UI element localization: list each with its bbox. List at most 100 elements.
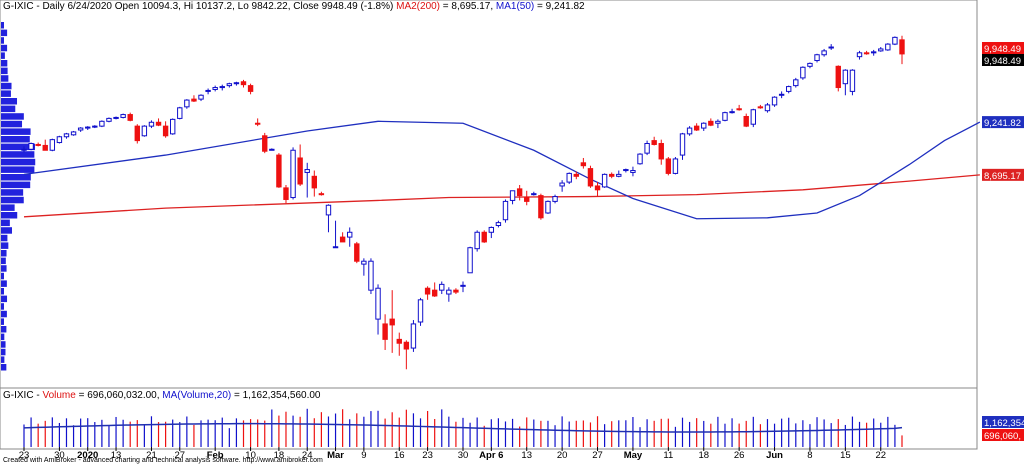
candle-body [276, 154, 282, 188]
profile-bar [1, 158, 36, 166]
candle-body [778, 93, 785, 96]
profile-bar [1, 98, 18, 105]
profile-bar [1, 44, 8, 52]
candle-body [290, 149, 296, 199]
ma200-tag: 8,695.17 [982, 168, 1024, 182]
candle-body [262, 135, 268, 152]
open: Open 10094.3, [114, 1, 181, 12]
candle-body [828, 46, 834, 49]
candle-body [545, 200, 551, 214]
x-tick-label: 18 [698, 450, 709, 461]
candle-body [240, 81, 247, 86]
candle-body [800, 66, 806, 79]
candle-body [113, 116, 119, 119]
candle-body [651, 140, 657, 145]
profile-bar [1, 212, 18, 219]
profile-bar [1, 113, 24, 120]
profile-bar [1, 52, 5, 59]
candle-body [70, 131, 77, 136]
candle-body [21, 148, 27, 151]
candle-body [297, 157, 303, 185]
close-tag-red-text: 9,948.49 [984, 44, 1021, 55]
profile-bar [1, 105, 16, 113]
close-tag-red-bg [982, 42, 1024, 54]
profile-bar [1, 151, 35, 158]
candlesticks [21, 35, 905, 370]
candle-body [856, 52, 863, 58]
candle-body [693, 125, 700, 131]
close-tag: 9,948.49 [982, 54, 1024, 67]
volume-ma-value: = 1,162,354,560.00 [234, 390, 321, 401]
vol-ma-tag: 1,162,354 [982, 416, 1024, 429]
profile-bar [1, 265, 7, 272]
profile-bar [1, 204, 15, 211]
candle-body [509, 190, 516, 201]
x-tick-label: 11 [663, 450, 673, 461]
candle-body [708, 120, 714, 126]
candle-body [524, 197, 530, 202]
x-tick-label: 27 [592, 450, 603, 461]
candle-body [63, 133, 70, 138]
candle-body [127, 114, 133, 121]
ma50-tag-bg [982, 116, 1024, 129]
candle-body [233, 82, 240, 85]
profile-bar [1, 356, 5, 363]
profile-bar [1, 250, 7, 257]
profile-bar [1, 326, 7, 333]
volume-bars [23, 408, 903, 447]
vol-tag-text: 696,060, [984, 431, 1021, 442]
candle-body [212, 87, 218, 90]
candle-body [446, 289, 452, 295]
candle-body [701, 122, 707, 129]
candle-body [177, 107, 183, 119]
candle-body [757, 106, 764, 109]
vol-tag-bg [982, 429, 1024, 441]
candle-body [77, 127, 84, 131]
candle-body [219, 86, 225, 89]
date: 6/24/2020 [67, 1, 112, 12]
ma50-tag: 9,241.82 [982, 116, 1024, 129]
x-tick-label: 21 [146, 450, 157, 461]
profile-bar [1, 295, 8, 303]
x-tick-label: Feb [207, 450, 224, 461]
candle-body [552, 196, 558, 202]
profile-bar [1, 82, 12, 90]
candle-body [835, 65, 841, 89]
candle-body [269, 148, 275, 151]
candle-body [191, 98, 197, 102]
x-tick-label: 22 [875, 450, 886, 461]
low: Lo 9842.22, [237, 1, 291, 12]
candle-body [849, 69, 856, 92]
moving-averages [23, 120, 981, 220]
x-tick-label: 2020 [77, 450, 98, 461]
profile-bar [1, 348, 6, 356]
profile-bar [1, 310, 7, 318]
ma50-value: = 9,241.82 [537, 1, 585, 12]
x-tick-label: 30 [458, 450, 469, 461]
candle-body [198, 94, 204, 100]
profile-bar [1, 189, 24, 196]
profile-bar [1, 60, 8, 67]
ma200-line [23, 174, 980, 218]
candle-body [417, 299, 424, 323]
candle-body [155, 121, 162, 126]
candle-body [141, 125, 148, 137]
volume-symbol: G-IXIC - [3, 390, 40, 401]
candle-body [375, 287, 381, 320]
profile-bar [1, 90, 11, 97]
candle-body [134, 125, 140, 142]
volume-ma-label: MA(Volume,20) [162, 390, 232, 401]
candle-body [389, 318, 395, 326]
candle-body [439, 283, 445, 291]
x-tick-label: 15 [840, 450, 851, 461]
candle-body [587, 168, 594, 187]
candle-body [736, 108, 742, 111]
candle-body [403, 341, 410, 350]
close: Close 9948.49 [293, 1, 358, 12]
candle-body [495, 222, 502, 227]
candle-body [410, 323, 417, 349]
profile-bar [1, 22, 4, 29]
candle-body [347, 231, 353, 238]
candle-body [885, 43, 891, 51]
